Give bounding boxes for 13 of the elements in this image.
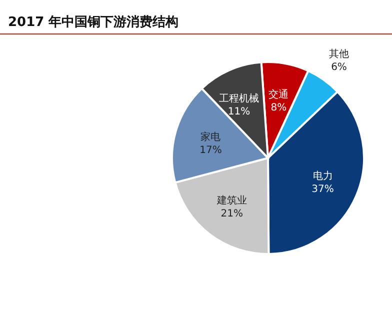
chart-title: 2017 年中国铜下游消费结构	[8, 15, 179, 30]
data-label: 17%	[200, 144, 222, 156]
data-label: 21%	[220, 208, 243, 220]
data-label: 37%	[312, 184, 334, 196]
slice-label: 电力	[312, 170, 333, 182]
slice-label: 建筑业	[216, 194, 247, 206]
slice-label: 其他	[329, 48, 349, 60]
data-label: 11%	[228, 106, 250, 118]
slice-label: 家电	[200, 130, 221, 143]
data-label: 6%	[331, 62, 347, 73]
slice-label: 工程机械	[218, 92, 259, 105]
data-label: 8%	[270, 102, 287, 114]
slice-label: 交通	[268, 88, 289, 100]
